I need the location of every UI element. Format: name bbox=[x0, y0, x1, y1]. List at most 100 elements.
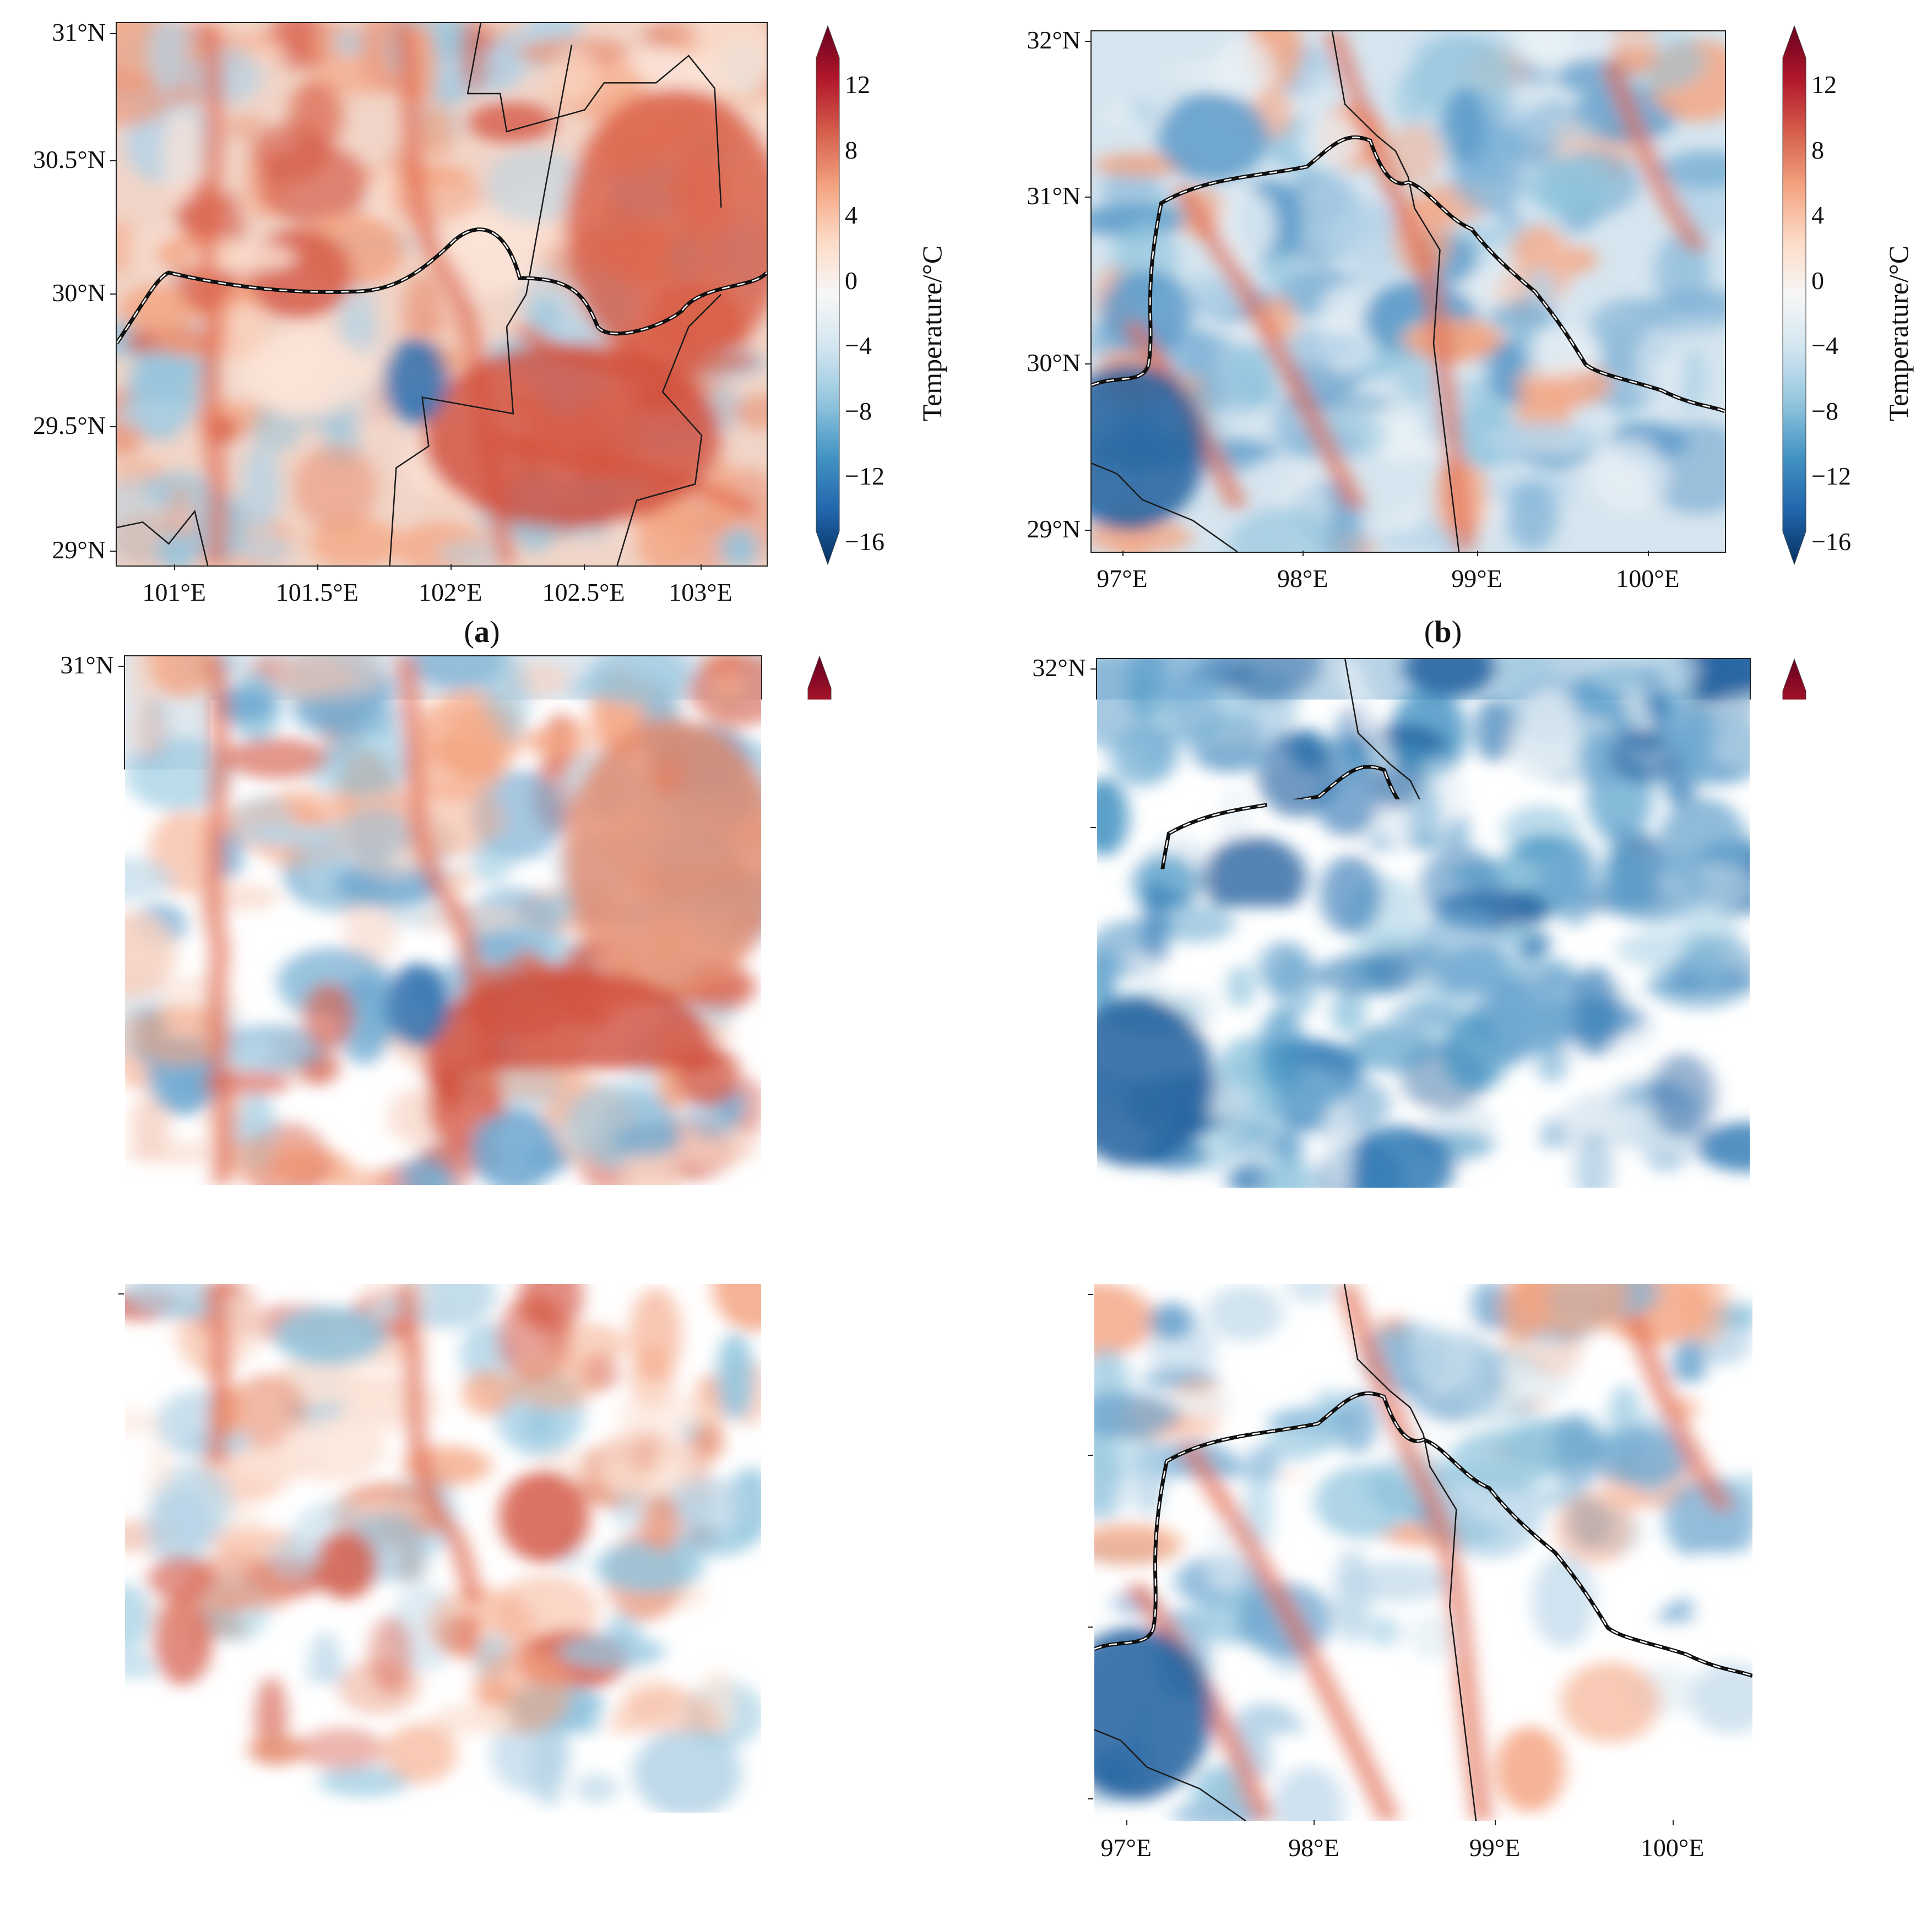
field-blob bbox=[419, 105, 454, 159]
y-tick-label: 30°N bbox=[970, 350, 1081, 376]
x-tick-label: 101°E bbox=[110, 1199, 253, 1225]
map-a bbox=[116, 22, 768, 567]
field-blob bbox=[324, 1345, 411, 1386]
y-tick-mark bbox=[1085, 197, 1090, 198]
panel-label: (d) bbox=[1410, 1247, 1476, 1278]
x-tick-label: 101.5°E bbox=[246, 580, 389, 605]
y-tick-mark bbox=[1088, 1627, 1093, 1628]
colorbar-tick-label: 12 bbox=[1811, 72, 1837, 97]
field-blob bbox=[444, 708, 508, 782]
x-tick-label: 102°E bbox=[380, 1199, 523, 1225]
y-tick-label: 32°N bbox=[973, 1281, 1083, 1306]
field-blob bbox=[162, 110, 203, 204]
colorbar-title: Temperature/°C bbox=[913, 1506, 940, 1682]
panel-label: (f) bbox=[1410, 1880, 1476, 1911]
y-tick-label: 29°N bbox=[0, 537, 106, 563]
colorbar: 12 8 4 0 −4 −8 −12 −16 Temperature/°C bbox=[1801, 1286, 1826, 1831]
field-blob bbox=[462, 1370, 513, 1416]
y-tick-mark bbox=[118, 666, 124, 667]
field-blob bbox=[1352, 263, 1404, 286]
y-tick-label: 30°N bbox=[4, 1534, 114, 1559]
y-tick-label: 30.5°N bbox=[0, 147, 106, 172]
field-blob bbox=[1299, 114, 1360, 170]
x-tick-label: 102°E bbox=[379, 580, 522, 605]
x-tick-mark bbox=[701, 564, 702, 570]
y-tick-mark bbox=[1088, 1455, 1093, 1456]
colorbar-tick-label: 4 bbox=[837, 833, 849, 858]
panel-letter: f bbox=[1438, 1879, 1448, 1913]
field-blob bbox=[242, 444, 281, 533]
x-tick-mark bbox=[1122, 551, 1124, 556]
x-tick-mark bbox=[1315, 1187, 1316, 1192]
field-blob bbox=[1192, 744, 1282, 772]
panel-letter: a bbox=[474, 615, 490, 649]
colorbar-tick-label: 12 bbox=[837, 703, 862, 728]
x-tick-label: 100°E bbox=[1599, 1202, 1742, 1227]
colorbar-tick-label: −12 bbox=[1811, 464, 1851, 489]
x-tick-label: 103°E bbox=[629, 580, 772, 605]
y-tick-mark bbox=[118, 1049, 124, 1050]
colorbar-gradient bbox=[1801, 1286, 1826, 1831]
x-tick-label: 101°E bbox=[102, 580, 246, 605]
colorbar-tick-label: −4 bbox=[837, 964, 864, 989]
cold-peak bbox=[386, 963, 450, 1048]
x-tick-mark bbox=[1314, 1820, 1315, 1825]
y-tick-mark bbox=[118, 1171, 124, 1172]
colorbar-gradient bbox=[1782, 25, 1807, 570]
warm-region bbox=[422, 343, 721, 527]
colorbar-tick-label: −12 bbox=[839, 1725, 879, 1750]
colorbar-tick-label: 4 bbox=[1811, 836, 1824, 861]
colorbar-tick-label: 8 bbox=[839, 1399, 852, 1424]
field-blob bbox=[1316, 773, 1379, 836]
colorbar-tick-label: −8 bbox=[845, 399, 872, 424]
y-tick-label: 30°N bbox=[0, 280, 106, 306]
field-blob bbox=[1333, 1663, 1442, 1694]
panel-label: (b) bbox=[1410, 617, 1476, 648]
field-blob bbox=[1449, 1429, 1560, 1491]
colorbar-tick-label: −4 bbox=[1811, 333, 1838, 358]
x-tick-label: 98°E bbox=[1231, 566, 1374, 591]
colorbar-tick-label: 4 bbox=[839, 1464, 852, 1489]
warm-valley bbox=[214, 656, 224, 1185]
colorbar-tick-label: −4 bbox=[1811, 966, 1838, 992]
y-tick-label: 31°N bbox=[976, 814, 1086, 839]
colorbar-title: Temperature/°C bbox=[1885, 246, 1912, 421]
colorbar-tick-label: −12 bbox=[837, 1094, 876, 1119]
x-tick-label: 98°E bbox=[1242, 1835, 1385, 1861]
field-blob bbox=[1489, 978, 1535, 1066]
colorbar-tick-label: −16 bbox=[1831, 1790, 1870, 1815]
field-blob bbox=[240, 535, 291, 564]
cold-peak bbox=[383, 338, 448, 425]
x-tick-mark bbox=[1128, 1187, 1130, 1192]
field-blob bbox=[261, 1431, 321, 1462]
field-blob bbox=[403, 273, 444, 336]
temperature-field-b bbox=[1092, 31, 1725, 552]
field-blob bbox=[1303, 173, 1360, 260]
y-tick-mark bbox=[110, 160, 116, 161]
x-tick-mark bbox=[321, 1812, 322, 1817]
y-tick-label: 29°N bbox=[4, 1785, 114, 1810]
field-blob bbox=[1520, 687, 1579, 770]
x-tick-mark bbox=[1126, 1820, 1127, 1825]
y-tick-mark bbox=[118, 1293, 124, 1294]
field-blob bbox=[1108, 734, 1171, 789]
field-blob bbox=[292, 692, 402, 739]
y-tick-label: 30°N bbox=[4, 906, 114, 932]
colorbar-title: Temperature/°C bbox=[1904, 1506, 1931, 1682]
colorbar-gradient bbox=[1782, 658, 1807, 1203]
x-tick-label: 98°E bbox=[1243, 1202, 1386, 1227]
x-tick-label: 101.5°E bbox=[249, 1827, 393, 1852]
y-tick-mark bbox=[1085, 363, 1090, 365]
temperature-field-f bbox=[1094, 1284, 1752, 1821]
map-c bbox=[124, 655, 762, 1186]
x-tick-label: 97°E bbox=[1051, 566, 1194, 591]
colorbar-title: Temperature/°C bbox=[910, 876, 937, 1052]
colorbar: 12 8 4 0 −4 −8 −12 −16 Temperature/°C bbox=[1782, 658, 1807, 1203]
field-blob bbox=[468, 102, 556, 143]
colorbar-tick-label: 0 bbox=[1811, 901, 1824, 927]
y-tick-label: 32°N bbox=[970, 28, 1081, 53]
colorbar-tick-label: 8 bbox=[1811, 771, 1824, 796]
x-tick-mark bbox=[1673, 1820, 1674, 1825]
colorbar-tick-label: 12 bbox=[839, 1333, 865, 1358]
colorbar-tick-label: −8 bbox=[839, 1660, 866, 1685]
